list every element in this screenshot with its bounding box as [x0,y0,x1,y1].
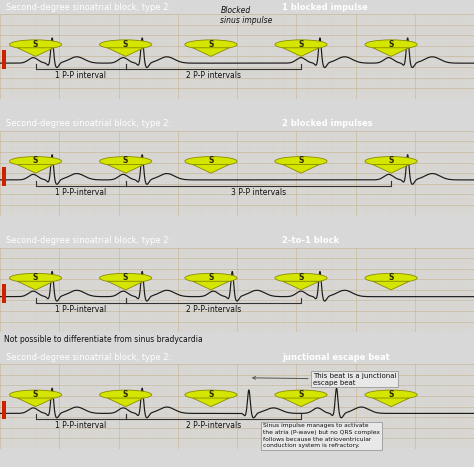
Polygon shape [192,281,229,290]
Circle shape [100,273,152,283]
Text: S: S [388,390,394,399]
Bar [2,284,6,303]
Polygon shape [373,281,409,290]
Text: S: S [298,156,304,165]
Text: Blocked
sinus impulse: Blocked sinus impulse [220,6,273,25]
Text: 3 P-P intervals: 3 P-P intervals [231,188,286,197]
Text: This beat is a junctional
escape beat: This beat is a junctional escape beat [253,373,396,386]
Text: 1 P-P-interval: 1 P-P-interval [55,421,106,431]
Text: 1 P-P-interval: 1 P-P-interval [55,188,106,197]
Text: S: S [123,40,128,49]
Text: S: S [388,40,394,49]
Polygon shape [192,48,229,57]
Text: 1 blocked impulse: 1 blocked impulse [282,2,368,12]
Polygon shape [283,164,319,173]
Polygon shape [373,398,409,407]
Text: 1 P-P-interval: 1 P-P-interval [55,304,106,314]
Text: S: S [298,40,304,49]
Circle shape [100,40,152,49]
Text: S: S [33,156,38,165]
Text: S: S [208,156,214,165]
Text: S: S [298,273,304,282]
Text: 2 blocked impulses: 2 blocked impulses [282,119,373,128]
Circle shape [185,156,237,166]
Polygon shape [192,398,229,407]
Text: junctional escape beat: junctional escape beat [282,353,390,362]
Circle shape [9,40,62,49]
Polygon shape [283,281,319,290]
Bar [2,167,6,186]
Circle shape [275,273,327,283]
Text: Second-degree sinoatrial block, type 2:: Second-degree sinoatrial block, type 2: [6,119,171,128]
Circle shape [9,390,62,399]
Polygon shape [17,48,54,57]
Circle shape [365,273,417,283]
Polygon shape [17,398,54,407]
Circle shape [9,273,62,283]
Polygon shape [107,281,144,290]
Polygon shape [17,281,54,290]
Polygon shape [107,398,144,407]
Circle shape [275,390,327,399]
Text: S: S [208,273,214,282]
Text: S: S [388,273,394,282]
Circle shape [185,390,237,399]
Polygon shape [107,48,144,57]
Circle shape [275,40,327,49]
Text: S: S [123,156,128,165]
Text: Second-degree sinoatrial block, type 2:: Second-degree sinoatrial block, type 2: [6,353,171,362]
Circle shape [275,156,327,166]
Text: 1 P-P interval: 1 P-P interval [55,71,106,80]
Polygon shape [373,48,409,57]
Text: Sinus impulse manages to activate
the atria (P-wave) but no QRS complex
follows : Sinus impulse manages to activate the at… [263,424,380,448]
Circle shape [185,273,237,283]
Text: S: S [33,40,38,49]
Text: 2 P-P intervals: 2 P-P intervals [186,71,241,80]
Circle shape [100,390,152,399]
Circle shape [100,156,152,166]
Text: Second-degree sinoatrial block, type 2:: Second-degree sinoatrial block, type 2: [6,236,171,245]
Text: S: S [388,156,394,165]
Circle shape [185,40,237,49]
Polygon shape [17,164,54,173]
Text: S: S [208,390,214,399]
Polygon shape [283,48,319,57]
Text: 2-to-1 block: 2-to-1 block [282,236,339,245]
Text: S: S [123,273,128,282]
Circle shape [365,156,417,166]
Text: S: S [208,40,214,49]
Text: Not possible to differentiate from sinus bradycardia: Not possible to differentiate from sinus… [4,335,202,344]
Polygon shape [192,164,229,173]
Text: 2 P-P-intervals: 2 P-P-intervals [186,421,241,431]
Bar [2,401,6,419]
Text: S: S [33,273,38,282]
Circle shape [365,40,417,49]
Polygon shape [107,164,144,173]
Text: Second-degree sinoatrial block, type 2:: Second-degree sinoatrial block, type 2: [6,2,171,12]
Text: S: S [298,390,304,399]
Text: S: S [123,390,128,399]
Bar [2,50,6,69]
Text: S: S [33,390,38,399]
Circle shape [9,156,62,166]
Circle shape [365,390,417,399]
Text: 2 P-P-intervals: 2 P-P-intervals [186,304,241,314]
Polygon shape [283,398,319,407]
Polygon shape [373,164,409,173]
